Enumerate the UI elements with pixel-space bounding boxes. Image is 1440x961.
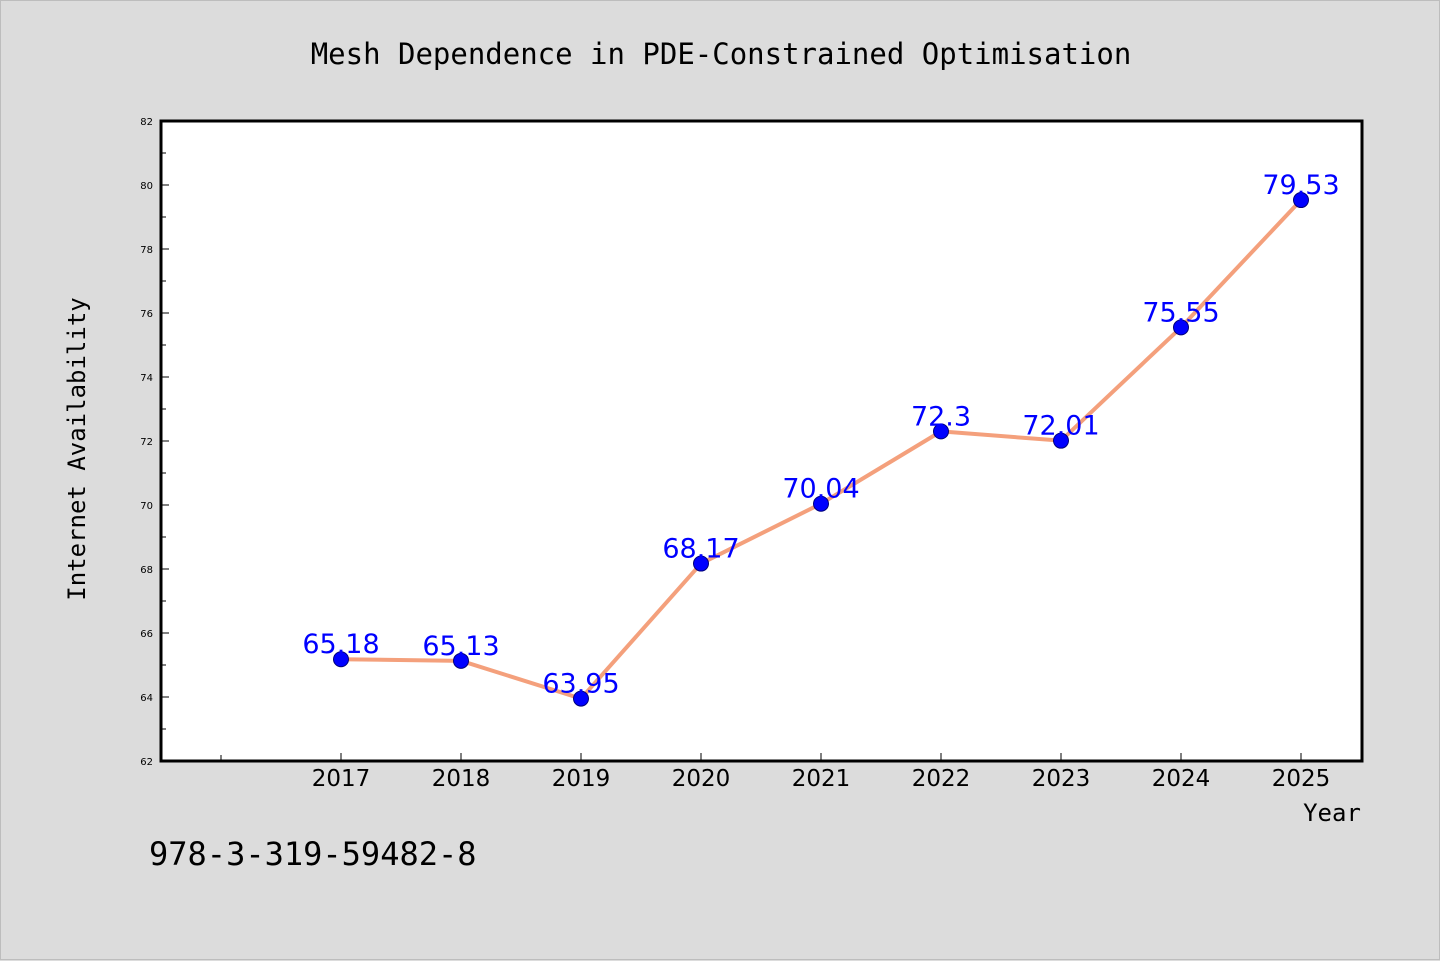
data-point xyxy=(453,652,469,669)
x-tick-label: 2021 xyxy=(792,766,851,792)
data-label: 72.3 xyxy=(911,401,971,432)
y-tick-label: 62 xyxy=(140,757,153,768)
data-label: 65.13 xyxy=(422,631,499,662)
x-tick-label: 2024 xyxy=(1152,766,1211,792)
x-tick-label: 2023 xyxy=(1032,766,1091,792)
x-tick-label: 2019 xyxy=(552,766,611,792)
x-tick-label: 2025 xyxy=(1272,766,1331,792)
y-tick-label: 78 xyxy=(140,245,153,256)
y-tick-label: 66 xyxy=(140,629,153,640)
data-point xyxy=(1173,319,1189,336)
x-tick-label: 2017 xyxy=(312,766,371,792)
y-tick-label: 82 xyxy=(140,117,153,128)
x-tick-label: 2018 xyxy=(432,766,491,792)
data-point xyxy=(1053,432,1069,449)
x-axis-label: Year xyxy=(1303,799,1361,827)
x-tick-label: 2020 xyxy=(672,766,731,792)
data-point xyxy=(813,495,829,512)
data-point xyxy=(573,690,589,707)
plot-area xyxy=(159,119,1364,763)
data-point xyxy=(933,423,949,440)
y-tick-label: 74 xyxy=(140,373,153,384)
data-points xyxy=(333,192,1309,707)
y-axis: 62 64 66 68 70 72 74 76 78 80 82 xyxy=(140,117,169,768)
y-tick-label: 70 xyxy=(140,501,153,512)
data-labels: 65.18 65.13 63.95 68.17 70.04 72.3 72.01 75.55 7… xyxy=(302,170,1339,700)
y-tick-label: 80 xyxy=(140,181,153,192)
data-label: 79.53 xyxy=(1262,170,1339,201)
data-point xyxy=(693,555,709,572)
y-tick-label: 64 xyxy=(140,693,153,704)
y-tick-label: 72 xyxy=(140,437,153,448)
isbn-text: 978-3-319-59482-8 xyxy=(149,835,477,873)
data-point xyxy=(333,651,349,668)
x-axis: 2017 2018 2019 2020 2021 2022 2023 2024 2025 xyxy=(220,753,1331,792)
y-tick-label: 76 xyxy=(140,309,153,320)
x-tick-label: 2022 xyxy=(912,766,971,792)
data-label: 68.17 xyxy=(662,534,739,565)
data-label: 70.04 xyxy=(782,474,859,505)
data-label: 72.01 xyxy=(1022,411,1099,442)
y-tick-label: 68 xyxy=(140,565,153,576)
chart-title: Mesh Dependence in PDE-Constrained Optim… xyxy=(311,37,1132,71)
data-label: 65.18 xyxy=(302,629,379,660)
data-point xyxy=(1293,192,1309,209)
y-axis-label: Internet Availability xyxy=(63,297,91,600)
data-label: 75.55 xyxy=(1142,297,1219,328)
data-label: 63.95 xyxy=(542,669,619,700)
